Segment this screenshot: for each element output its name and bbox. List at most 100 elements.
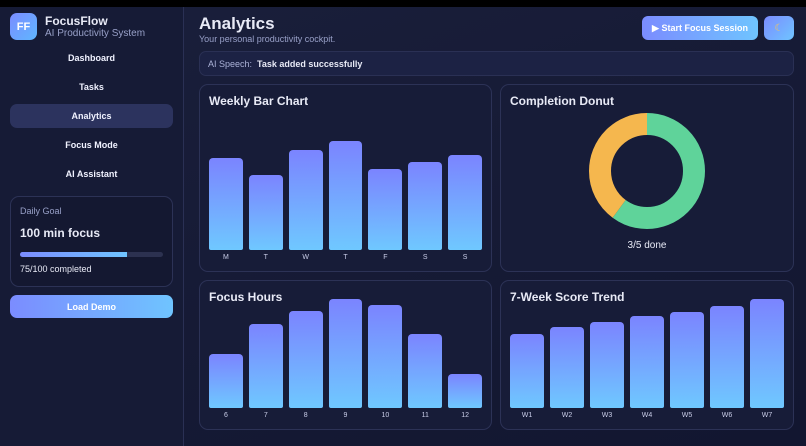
bar-column: S: [408, 162, 443, 262]
brand-name: FocusFlow: [45, 14, 108, 28]
bar: [328, 141, 363, 250]
bar-column: M: [209, 158, 243, 262]
bar-column: W: [288, 150, 323, 262]
tick-label: W3: [601, 412, 613, 419]
start-focus-session-button[interactable]: ▶ Start Focus Session: [642, 16, 758, 40]
tick-label: T: [263, 254, 268, 261]
chart-title: Weekly Bar Chart: [209, 94, 309, 108]
tick-label: 9: [343, 412, 348, 419]
bar: [328, 299, 363, 408]
tick-label: M: [223, 254, 229, 261]
bar: [368, 169, 403, 250]
bar-column: 8: [288, 311, 323, 420]
nav-dashboard[interactable]: Dashboard: [67, 53, 115, 63]
bar-column: W1: [510, 334, 544, 420]
nav-tasks[interactable]: Tasks: [79, 82, 104, 92]
goal-progress-fill: [20, 252, 128, 257]
tick-label: 6: [223, 412, 228, 419]
bar-column: T: [248, 175, 283, 262]
bar: [630, 316, 664, 408]
bar: [408, 162, 443, 250]
tick-label: W6: [721, 412, 733, 419]
bar: [288, 150, 323, 250]
tick-label: W4: [641, 412, 653, 419]
bar: [209, 354, 243, 408]
bar-column: W3: [590, 322, 624, 420]
logo: FF: [10, 13, 37, 40]
bar-column: 12: [448, 374, 483, 420]
bar: [670, 312, 704, 408]
bar: [550, 327, 584, 408]
focus-hours-card: Focus Hours 6 7 8 9 10 11 12: [199, 280, 492, 430]
tick-label: 11: [421, 412, 429, 419]
chart-title: Focus Hours: [209, 290, 283, 304]
donut-remaining-slice: [589, 113, 705, 229]
bar-column: T: [328, 141, 363, 262]
load-demo-button[interactable]: Load Demo: [10, 295, 173, 318]
bar-column: F: [368, 169, 403, 262]
bar-column: W4: [630, 316, 664, 420]
bar: [590, 322, 624, 408]
score-trend-card: 7-Week Score Trend W1 W2 W3 W4 W5 W6 W7: [500, 280, 794, 430]
tick-label: 8: [303, 412, 308, 419]
tick-label: 12: [461, 412, 469, 419]
bar: [248, 324, 283, 408]
moon-icon: ☾: [774, 22, 784, 34]
bar-column: S: [448, 155, 483, 262]
tick-label: W5: [681, 412, 693, 419]
completion-donut: [589, 113, 705, 229]
bar: [448, 374, 483, 408]
brand: FF FocusFlow AI Productivity System: [10, 13, 173, 40]
bar-column: W6: [710, 306, 744, 420]
nav-focus-mode[interactable]: Focus Mode: [65, 140, 118, 150]
speech-label: AI Speech:: [208, 58, 253, 69]
bar: [288, 311, 323, 408]
goal-progress-bar: [20, 252, 163, 257]
bar: [368, 305, 403, 408]
tick-label: 7: [263, 412, 268, 419]
tick-label: S: [462, 254, 468, 261]
bar: [750, 299, 784, 408]
theme-toggle-button[interactable]: ☾: [764, 16, 794, 40]
nav-ai-assistant[interactable]: AI Assistant: [65, 169, 118, 179]
bar: [710, 306, 744, 408]
goal-label: Daily Goal: [20, 206, 62, 216]
bar-column: 11: [408, 334, 443, 420]
donut-label: 3/5 done: [627, 240, 667, 251]
bar-column: W2: [550, 327, 584, 420]
bar: [248, 175, 283, 250]
completion-donut-card: Completion Donut 3/5 done: [500, 84, 794, 272]
bar-column: W7: [750, 299, 784, 420]
nav-analytics[interactable]: Analytics: [10, 104, 173, 128]
score-trend-chart: W1 W2 W3 W4 W5 W6 W7: [510, 298, 784, 420]
goal-title: 100 min focus: [20, 226, 101, 240]
brand-subtitle: AI Productivity System: [45, 28, 146, 39]
tick-label: W: [302, 254, 309, 261]
daily-goal-card: Daily Goal 100 min focus 75/100 complete…: [10, 196, 173, 287]
tick-label: F: [383, 254, 388, 261]
bar: [209, 158, 243, 250]
page-title: Analytics: [199, 14, 275, 33]
chart-title: Completion Donut: [510, 94, 614, 108]
tick-label: W2: [561, 412, 573, 419]
tick-label: W1: [521, 412, 533, 419]
goal-text: 75/100 completed: [20, 264, 92, 274]
bar: [510, 334, 544, 408]
focus-hours-chart: 6 7 8 9 10 11 12: [209, 298, 483, 420]
bar: [408, 334, 443, 408]
bar-column: W5: [670, 312, 704, 420]
ai-speech-bar: AI Speech: Task added successfully: [199, 51, 794, 76]
bar-column: 6: [209, 354, 243, 420]
bar-column: 10: [368, 305, 403, 420]
page-subtitle: Your personal productivity cockpit.: [199, 34, 336, 44]
speech-value: Task added successfully: [257, 58, 363, 69]
weekly-bar-chart-card: Weekly Bar Chart M T W T F S S: [199, 84, 492, 272]
app-window: FF FocusFlow AI Productivity System Dash…: [0, 7, 806, 446]
bar-column: 7: [248, 324, 283, 420]
tick-label: S: [422, 254, 428, 261]
bar: [448, 155, 483, 250]
chart-title: 7-Week Score Trend: [510, 290, 625, 304]
tick-label: T: [343, 254, 348, 261]
bar-column: 9: [328, 299, 363, 420]
